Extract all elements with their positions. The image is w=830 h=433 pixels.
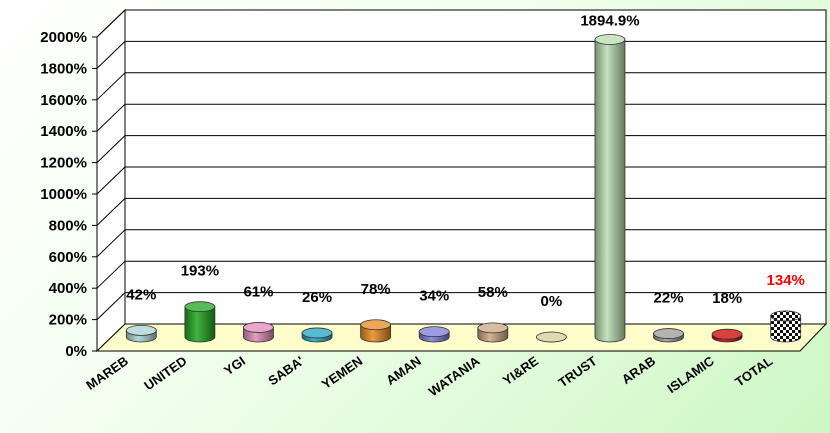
data-label: 78% <box>361 281 391 298</box>
bar <box>360 319 392 343</box>
gridline-side <box>96 103 126 132</box>
bar-top <box>184 301 216 313</box>
gridline-side <box>96 41 126 69</box>
bar-top <box>535 331 567 343</box>
bar <box>243 322 274 343</box>
y-tick-label: 1000% <box>40 186 87 203</box>
x-tick-label: UNITED <box>141 353 189 393</box>
data-label: 22% <box>654 290 684 307</box>
gridline-side <box>96 72 126 101</box>
bar-top <box>770 310 802 322</box>
bar <box>535 331 567 343</box>
x-tick-label: TOTAL <box>732 353 775 389</box>
gridline-side <box>96 260 126 289</box>
y-tick-label: 1800% <box>40 60 87 77</box>
bar <box>301 327 333 343</box>
y-tick-label: 200% <box>49 312 87 329</box>
x-tick-label: YGI <box>221 353 248 378</box>
bar <box>418 326 450 343</box>
bar <box>125 325 157 343</box>
y-tick-label: 1200% <box>40 155 87 172</box>
bar-body <box>770 315 802 343</box>
gridline-side <box>96 135 126 163</box>
bar <box>594 34 626 343</box>
bar-top <box>711 328 743 340</box>
bar <box>653 328 684 343</box>
bar-top <box>243 322 274 333</box>
data-label: 134% <box>767 272 805 289</box>
bar-top <box>301 327 333 339</box>
bar-top <box>477 322 509 334</box>
bars <box>125 34 802 343</box>
y-axis-tick-labels: 0% 200% 400% 600% 800% 1000% 1200% 1400% 1600% 18… <box>40 29 87 360</box>
gridline-side <box>96 292 126 320</box>
data-label: 0% <box>541 293 563 310</box>
x-tick-label: MAREB <box>83 353 131 393</box>
x-tick-label: TRUST <box>555 353 599 390</box>
bar-top <box>653 328 684 339</box>
data-label: 1894.9% <box>580 13 639 30</box>
y-tick-label: 600% <box>49 249 87 266</box>
x-tick-label: ARAB <box>619 353 658 387</box>
bar-body <box>594 39 626 343</box>
gridline-side <box>96 166 126 195</box>
data-label: 18% <box>712 290 742 307</box>
data-label: 61% <box>243 283 273 300</box>
y-tick-label: 800% <box>49 217 87 234</box>
y-tick-label: 2000% <box>40 29 87 46</box>
bar <box>711 328 743 343</box>
data-label: 34% <box>419 288 449 305</box>
y-tick-label: 0% <box>65 343 87 360</box>
y-tick-label: 400% <box>49 280 87 297</box>
gridline-side <box>96 229 126 258</box>
y-tick-label: 1600% <box>40 92 87 109</box>
bar <box>770 310 802 343</box>
bar-top <box>125 325 157 336</box>
x-tick-label: ISLAMIC <box>664 353 717 396</box>
y-tick-label: 1400% <box>40 123 87 140</box>
gridline-side <box>96 198 126 226</box>
x-tick-label: SABA' <box>265 353 306 388</box>
bar-top <box>418 326 450 338</box>
x-axis-tick-labels: MAREB UNITED YGI SABA' YEMEN AMAN WATANIA YI&RE… <box>83 353 775 399</box>
data-label: 193% <box>181 263 219 280</box>
data-label: 26% <box>302 289 332 306</box>
data-label: 58% <box>478 284 508 301</box>
bar <box>184 301 216 343</box>
x-tick-label: YI&RE <box>500 353 541 388</box>
x-tick-label: YEMEN <box>319 353 365 392</box>
bar-top <box>360 319 392 331</box>
x-tick-label: AMAN <box>383 353 424 388</box>
gridlines <box>92 9 826 352</box>
gridline-side <box>96 9 126 38</box>
data-label: 42% <box>126 286 156 303</box>
floor <box>95 323 828 352</box>
bar-body <box>184 306 216 343</box>
data-labels: 42% 193% 61% 26% 78% 34% 58% 0% 1894.9% 22% 18% 134… <box>126 13 805 310</box>
bar <box>477 322 509 343</box>
x-tick-label: WATANIA <box>426 353 483 399</box>
bar-top <box>594 34 626 45</box>
